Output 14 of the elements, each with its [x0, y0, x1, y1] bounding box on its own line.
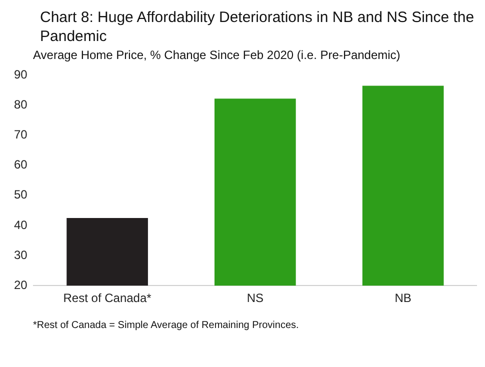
chart-subtitle: Average Home Price, % Change Since Feb 2020 (i.e. Pre-Pandemic) [33, 48, 402, 62]
y-tick-label: 90 [14, 68, 28, 82]
y-tick-label: 80 [14, 98, 28, 112]
y-tick-label: 70 [14, 128, 28, 142]
x-tick-label: NB [394, 291, 412, 306]
y-tick-label: 50 [14, 188, 28, 202]
y-tick-label: 40 [14, 218, 28, 232]
text: *Rest of Canada = Simple Average of Remaining Provinces. [33, 320, 300, 331]
chart-title: Chart 8: Huge Affordability Deteriorations in NB and NS Since the Pandemic [40, 8, 476, 46]
y-tick-label: 60 [14, 158, 28, 172]
x-tick-label: Rest of Canada* [63, 291, 152, 306]
x-tick-label: NS [246, 291, 264, 306]
y-tick-label: 30 [14, 248, 28, 262]
y-tick-label: 20 [14, 278, 28, 292]
